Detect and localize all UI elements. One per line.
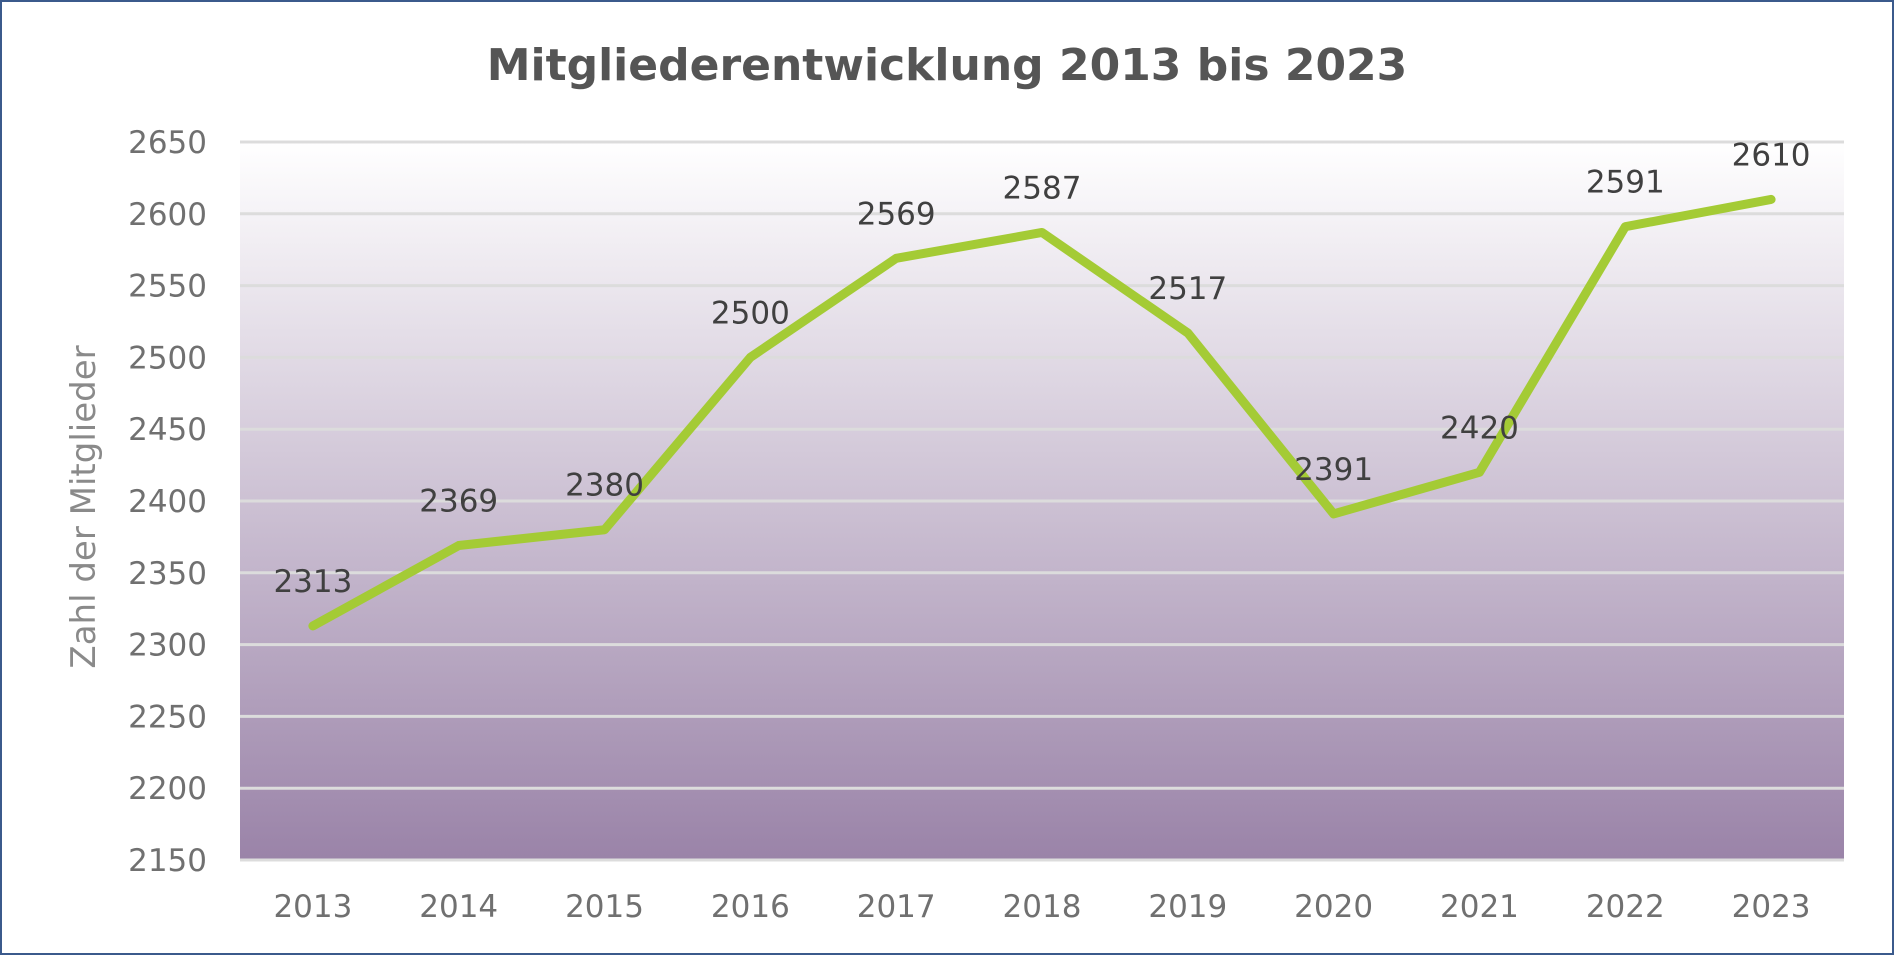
y-tick-label: 2300 <box>128 628 207 664</box>
data-label: 2369 <box>419 484 498 520</box>
x-tick-label: 2023 <box>1732 889 1811 925</box>
x-tick-label: 2016 <box>711 889 790 925</box>
data-label: 2313 <box>273 564 352 600</box>
x-tick-label: 2015 <box>565 889 644 925</box>
y-tick-label: 2250 <box>128 699 207 735</box>
x-tick-label: 2017 <box>857 889 936 925</box>
x-tick-label: 2019 <box>1148 889 1227 925</box>
data-label: 2500 <box>711 295 790 331</box>
y-tick-label: 2500 <box>128 340 207 376</box>
data-label: 2517 <box>1148 271 1227 307</box>
y-tick-label: 2550 <box>128 269 207 305</box>
x-tick-label: 2020 <box>1294 889 1373 925</box>
data-label: 2587 <box>1003 170 1082 206</box>
y-tick-label: 2200 <box>128 771 207 807</box>
y-tick-label: 2400 <box>128 484 207 520</box>
y-tick-label: 2150 <box>128 843 207 879</box>
x-tick-label: 2018 <box>1003 889 1082 925</box>
data-label: 2610 <box>1732 137 1811 173</box>
data-label: 2569 <box>857 196 936 232</box>
x-tick-label: 2013 <box>273 889 352 925</box>
gridlines <box>240 140 1844 862</box>
y-tick-label: 2600 <box>128 197 207 233</box>
y-axis-ticks: 2150 2200 2250 2300 2350 2400 2450 2500 2550 2600… <box>128 125 207 879</box>
series-line <box>308 194 1776 631</box>
chart-title: Mitgliederentwicklung 2013 bis 2023 <box>487 40 1408 91</box>
data-label: 2591 <box>1586 165 1665 201</box>
data-label: 2391 <box>1294 452 1373 488</box>
x-tick-label: 2021 <box>1440 889 1519 925</box>
y-tick-label: 2350 <box>128 556 207 592</box>
x-tick-label: 2014 <box>419 889 498 925</box>
x-axis-ticks: 2013 2014 2015 2016 2017 2018 2019 2020 2021 2022… <box>273 889 1810 925</box>
y-axis-label: Zahl der Mitglieder <box>64 345 104 668</box>
data-label: 2380 <box>565 468 644 504</box>
data-labels: 2313 2369 2380 2500 2569 2587 2517 2391 2420 2591… <box>273 137 1810 599</box>
x-tick-label: 2022 <box>1586 889 1665 925</box>
data-label: 2420 <box>1440 410 1519 446</box>
y-tick-label: 2450 <box>128 412 207 448</box>
y-tick-label: 2650 <box>128 125 207 161</box>
